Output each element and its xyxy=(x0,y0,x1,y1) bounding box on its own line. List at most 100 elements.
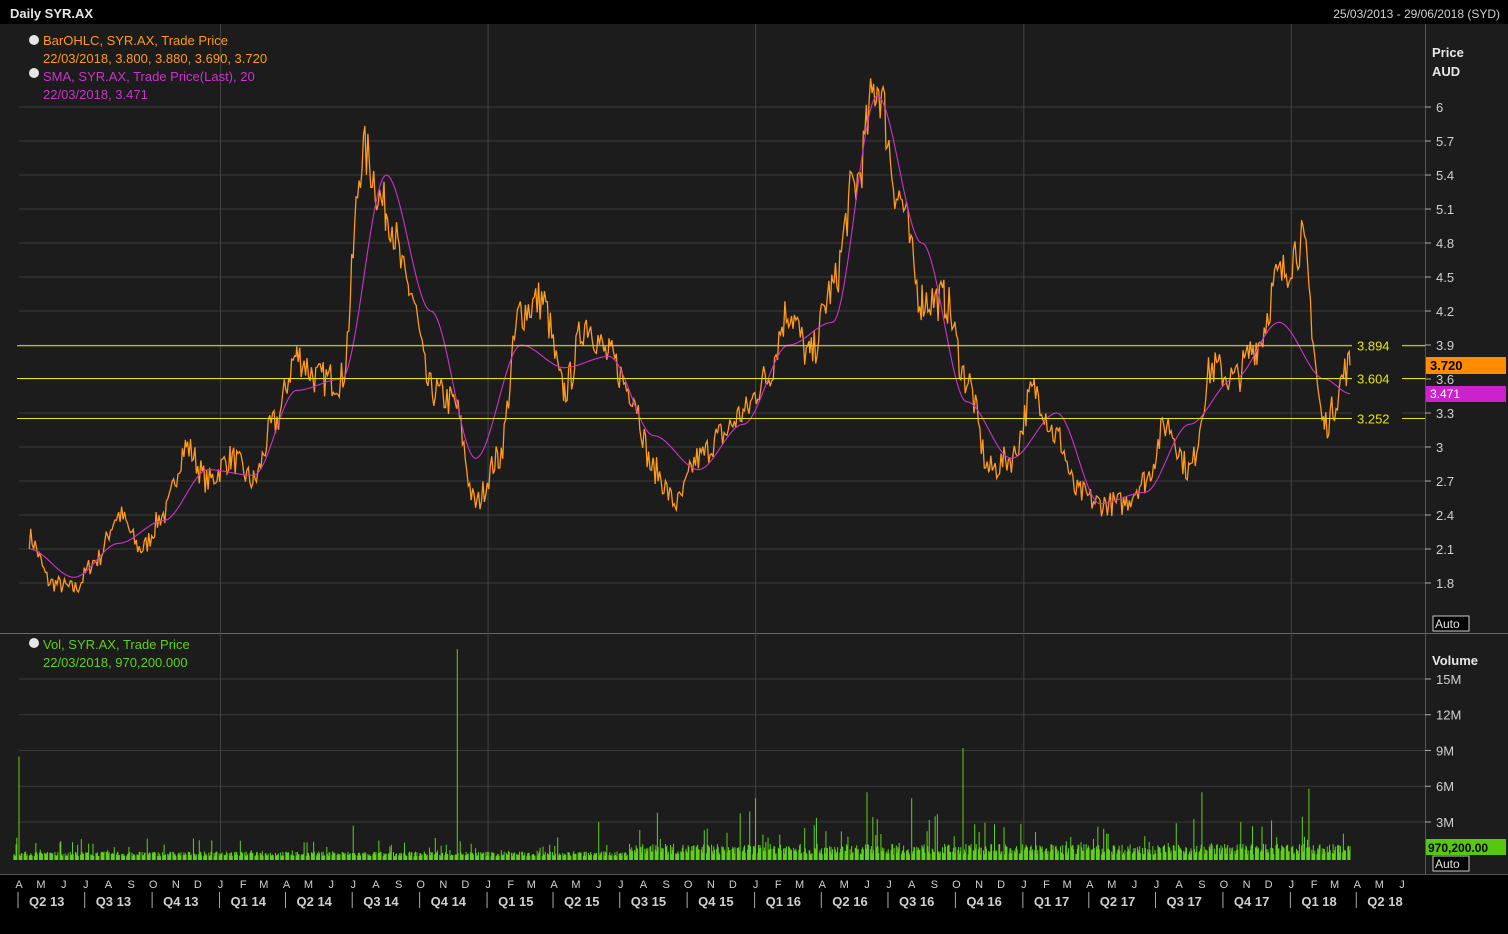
quarter-label: Q3 14 xyxy=(363,894,399,909)
month-label: N xyxy=(439,879,447,891)
price-tick-label: 2.4 xyxy=(1436,508,1454,523)
level-label: 3.894 xyxy=(1357,339,1390,354)
legend-ohlc-toggle-icon[interactable] xyxy=(29,35,39,45)
month-label: J xyxy=(864,879,870,891)
sma-badge xyxy=(1426,386,1506,402)
month-label: J xyxy=(1154,879,1160,891)
quarter-label: Q2 17 xyxy=(1100,894,1135,909)
legend-sma-name: SMA, SYR.AX, Trade Price(Last), 20 xyxy=(43,69,255,84)
month-label: M xyxy=(36,879,45,891)
volume-tick-label: 15M xyxy=(1436,672,1461,687)
volume-tick-label: 9M xyxy=(1436,743,1454,758)
volume-bars xyxy=(13,649,1351,860)
price-legend: BarOHLC, SYR.AX, Trade Price 22/03/2018,… xyxy=(29,33,267,102)
quarter-label: Q2 18 xyxy=(1367,894,1402,909)
volume-axis-ticks: 3M 6M 9M 12M 15M xyxy=(1425,672,1461,830)
chart-title: Daily SYR.AX xyxy=(10,6,93,21)
month-label: J xyxy=(61,879,67,891)
price-tick-label: 5.7 xyxy=(1436,134,1454,149)
price-tick-label: 3 xyxy=(1436,440,1443,455)
month-label: J xyxy=(596,879,602,891)
month-label: N xyxy=(1243,879,1251,891)
month-label: S xyxy=(662,879,669,891)
month-label: A xyxy=(1086,879,1094,891)
month-label: M xyxy=(1330,879,1339,891)
month-label: J xyxy=(350,879,356,891)
volume-auto-label: Auto xyxy=(1435,857,1460,871)
level-label-bg xyxy=(1352,370,1402,387)
last-volume-badge xyxy=(1426,839,1506,855)
month-label: N xyxy=(975,879,983,891)
price-tick-label: 5.1 xyxy=(1436,202,1454,217)
quarter-label: Q3 13 xyxy=(96,894,131,909)
month-grid xyxy=(220,24,1292,860)
legend-ohlc-values: 22/03/2018, 3.800, 3.880, 3.690, 3.720 xyxy=(43,51,267,66)
quarter-label: Q1 14 xyxy=(231,894,267,909)
month-label: M xyxy=(259,879,268,891)
month-label: A xyxy=(372,879,380,891)
level-label: 3.604 xyxy=(1357,372,1390,387)
month-label: J xyxy=(753,879,759,891)
month-label: S xyxy=(395,879,402,891)
volume-tick-label: 12M xyxy=(1436,708,1461,723)
month-label: J xyxy=(83,879,89,891)
month-label: A xyxy=(15,879,23,891)
month-label: O xyxy=(684,879,693,891)
month-label: M xyxy=(1107,879,1116,891)
price-tick-label: 3.3 xyxy=(1436,406,1454,421)
month-label: J xyxy=(618,879,624,891)
quarter-label: Q4 13 xyxy=(163,894,198,909)
month-label: J xyxy=(328,879,334,891)
volume-tick-label: 6M xyxy=(1436,779,1454,794)
last-price-badge-text: 3.720 xyxy=(1430,358,1463,373)
sma-badge-text: 3.471 xyxy=(1430,387,1460,401)
date-range: 25/03/2013 - 29/06/2018 (SYD) xyxy=(1333,7,1500,21)
month-label: F xyxy=(507,879,514,891)
price-auto-label: Auto xyxy=(1435,617,1460,631)
quarter-label: Q3 15 xyxy=(631,894,666,909)
quarter-label: Q2 14 xyxy=(297,894,333,909)
month-label: J xyxy=(485,879,491,891)
month-label: S xyxy=(1198,879,1205,891)
legend-volume-values: 22/03/2018, 970,200.000 xyxy=(43,655,188,670)
month-label: M xyxy=(1375,879,1384,891)
month-label: A xyxy=(1176,879,1184,891)
volume-legend: Vol, SYR.AX, Trade Price 22/03/2018, 970… xyxy=(29,637,190,670)
price-tick-label: 4.2 xyxy=(1436,304,1454,319)
month-label: M xyxy=(527,879,536,891)
month-label: J xyxy=(1132,879,1138,891)
level-label: 3.252 xyxy=(1357,411,1390,426)
month-label: A xyxy=(550,879,558,891)
volume-auto-button[interactable]: Auto xyxy=(1432,855,1470,872)
month-label: M xyxy=(840,879,849,891)
month-label: F xyxy=(1311,879,1318,891)
price-tick-label: 4.5 xyxy=(1436,270,1454,285)
month-label: A xyxy=(640,879,648,891)
month-label: A xyxy=(1354,879,1362,891)
month-label: F xyxy=(1043,879,1050,891)
month-label: S xyxy=(931,879,938,891)
volume-bar xyxy=(13,649,1351,860)
month-label: N xyxy=(707,879,715,891)
month-label: D xyxy=(997,879,1005,891)
month-label: J xyxy=(218,879,224,891)
volume-axis-title: Volume xyxy=(1432,653,1478,668)
legend-volume-name: Vol, SYR.AX, Trade Price xyxy=(43,637,190,652)
quarter-label: Q4 16 xyxy=(966,894,1001,909)
quarter-label: Q1 16 xyxy=(766,894,801,909)
price-axis-title: Price xyxy=(1432,45,1464,60)
legend-volume-toggle-icon[interactable] xyxy=(29,638,39,648)
month-label: A xyxy=(908,879,916,891)
price-auto-button[interactable]: Auto xyxy=(1432,615,1470,632)
month-label: A xyxy=(105,879,113,891)
legend-sma-toggle-icon[interactable] xyxy=(29,68,39,78)
price-panel-background xyxy=(0,24,1508,634)
volume-tick-label: 3M xyxy=(1436,815,1454,830)
quarter-label: Q4 14 xyxy=(431,894,467,909)
quarter-label: Q4 17 xyxy=(1234,894,1269,909)
price-axis-ticks: 1.8 2.1 2.4 2.7 3 3.3 3.6 3.9 4.2 4.5 4.8 5.1 5.4 5.7… xyxy=(1425,100,1454,591)
month-label: O xyxy=(416,879,425,891)
volume-grid xyxy=(19,678,1425,823)
level-label-bg xyxy=(1352,410,1402,427)
